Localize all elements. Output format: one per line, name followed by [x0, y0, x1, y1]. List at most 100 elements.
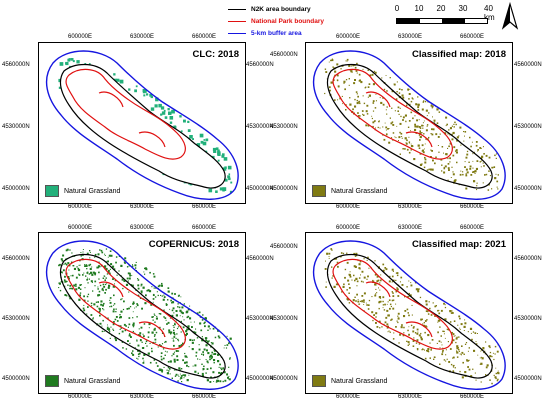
grassland-patch: [99, 314, 101, 317]
grassland-patch: [336, 283, 339, 286]
x-tick-label: 600000E: [68, 225, 93, 231]
grassland-patch: [354, 255, 357, 257]
grassland-patch: [408, 98, 410, 100]
grassland-patch: [103, 302, 105, 305]
grassland-patch: [348, 84, 350, 86]
grassland-patch: [169, 360, 172, 363]
grassland-patch: [328, 257, 330, 259]
grassland-patch: [112, 329, 115, 331]
grassland-patch: [123, 280, 126, 282]
grassland-patch: [172, 353, 175, 355]
grassland-patch: [76, 266, 78, 268]
x-tick-label: 600000E: [336, 394, 361, 400]
grassland-patch: [75, 288, 78, 291]
grassland-patch: [459, 328, 461, 330]
grassland-patch: [334, 70, 337, 73]
grassland-patch: [108, 327, 110, 330]
grassland-patch: [93, 303, 96, 306]
grassland-patch: [142, 347, 145, 349]
grassland-patch: [171, 314, 174, 317]
grassland-patch: [153, 275, 156, 278]
grassland-patch: [381, 326, 383, 328]
grassland-patch: [363, 102, 366, 105]
grassland-patch: [84, 63, 87, 65]
grassland-patch: [110, 263, 113, 266]
grassland-patch: [488, 156, 491, 159]
x-tick-label: 600000E: [68, 394, 93, 400]
grassland-patch: [397, 317, 400, 320]
national-park-line-swatch: [228, 20, 246, 22]
grassland-patch: [396, 287, 398, 289]
grassland-patch: [388, 280, 391, 283]
grassland-patch: [104, 265, 107, 268]
grassland-patch: [181, 381, 183, 383]
grassland-patch: [382, 307, 384, 309]
grassland-patch: [164, 354, 166, 356]
grassland-patch: [326, 252, 329, 255]
grassland-patch: [410, 149, 412, 151]
grassland-patch: [119, 316, 122, 319]
grassland-patch: [392, 299, 395, 301]
grassland-patch: [160, 368, 162, 370]
grassland-patch: [480, 157, 483, 159]
grassland-patch: [356, 285, 358, 287]
grassland-patch: [420, 336, 423, 339]
grassland-patch: [409, 88, 411, 90]
grassland-patch: [183, 319, 185, 321]
grassland-patch: [132, 311, 134, 313]
grassland-patch: [414, 123, 416, 126]
grassland-patch: [342, 252, 345, 255]
grassland-patch: [70, 287, 72, 289]
grassland-patch: [223, 368, 225, 370]
grassland-patch: [464, 343, 467, 345]
grassland-patch: [171, 301, 175, 304]
grassland-patch: [172, 307, 175, 310]
grassland-patch: [468, 161, 470, 163]
grassland-patch: [137, 279, 140, 281]
grassland-patch: [105, 288, 107, 291]
grassland-patch: [128, 335, 130, 337]
grassland-patch: [132, 302, 135, 305]
grassland-patch: [68, 277, 70, 280]
grassland-patch: [475, 341, 477, 343]
grassland-patch: [361, 270, 364, 273]
grassland-patch: [220, 368, 223, 371]
grassland-patch: [416, 119, 418, 122]
grassland-patch: [386, 106, 388, 108]
grassland-patch: [165, 303, 168, 305]
grassland-patch: [363, 301, 365, 303]
grassland-patch: [434, 305, 437, 308]
grassland-patch: [431, 133, 434, 136]
grassland-patch: [202, 374, 204, 377]
grassland-patch: [435, 305, 437, 307]
y-tick-label: 4530000N: [514, 316, 542, 322]
grassland-patch: [101, 288, 104, 291]
grassland-patch: [444, 132, 447, 135]
grassland-patch: [386, 309, 389, 312]
grassland-patch: [372, 100, 375, 102]
grassland-patch: [382, 126, 384, 128]
grassland-patch: [125, 348, 128, 350]
grassland-patch: [489, 355, 492, 358]
grassland-patch: [178, 345, 181, 348]
grassland-patch: [357, 102, 359, 104]
grassland-patch: [227, 165, 232, 170]
grassland-patch: [398, 136, 401, 139]
grassland-patch: [114, 283, 115, 285]
grassland-patch: [345, 109, 347, 111]
grassland-patch: [372, 125, 374, 128]
grassland-patch: [469, 327, 473, 330]
grassland-patch: [330, 59, 332, 62]
grassland-patch: [114, 286, 116, 288]
grassland-patch: [87, 300, 89, 302]
grassland-patch: [336, 74, 339, 77]
grassland-patch: [495, 173, 497, 175]
grassland-patch: [204, 325, 206, 328]
grassland-patch: [183, 119, 186, 123]
grassland-patch: [396, 81, 398, 83]
grassland-patch: [209, 354, 212, 357]
grassland-patch: [427, 334, 430, 337]
grassland-patch: [201, 339, 204, 342]
grassland-patch: [178, 294, 180, 297]
y-tick-label: 4530000N: [514, 124, 542, 130]
